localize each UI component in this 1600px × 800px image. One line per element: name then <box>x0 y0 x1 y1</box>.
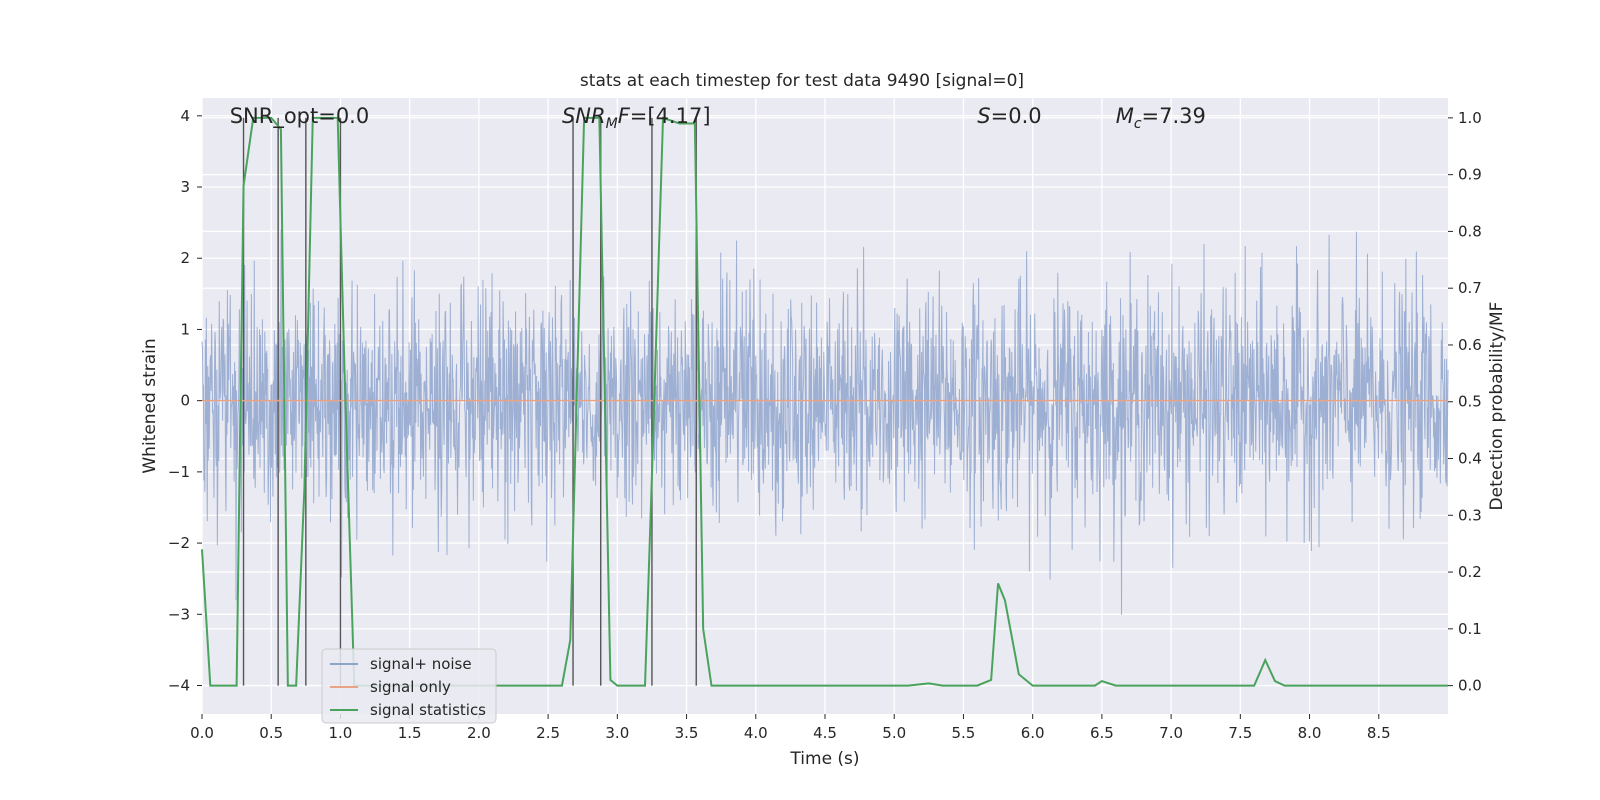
y2-tick-label: 0.7 <box>1458 279 1482 297</box>
x-tick-label: 5.5 <box>952 724 976 742</box>
x-tick-label: 6.5 <box>1090 724 1114 742</box>
y-tick-label: 3 <box>180 178 190 196</box>
annotation: S=0.0 <box>977 104 1041 128</box>
y2-tick-label: 0.2 <box>1458 563 1482 581</box>
y2-tick-label: 0.3 <box>1458 506 1482 524</box>
y2-axis-label: Detection probability/MF <box>1487 302 1507 511</box>
x-tick-label: 2.5 <box>536 724 560 742</box>
y2-tick-label: 0.4 <box>1458 450 1482 468</box>
x-tick-label: 7.0 <box>1159 724 1183 742</box>
series-signal-plus-noise <box>201 229 1449 615</box>
legend: signal+ noise signal only signal statistic… <box>321 648 497 724</box>
chart-title: stats at each timestep for test data 949… <box>580 71 1024 91</box>
y-tick-label: −3 <box>168 605 190 623</box>
y2-tick-label: 0.6 <box>1458 336 1482 354</box>
y2-tick-label: 0.8 <box>1458 222 1482 240</box>
series-lines <box>201 116 1448 687</box>
x-tick-label: 8.5 <box>1367 724 1391 742</box>
y-tick-label: −4 <box>168 677 190 695</box>
annotation: SNR_opt=0.0 <box>230 104 370 129</box>
y2-tick-label: 0.0 <box>1458 677 1482 695</box>
x-tick-label: 3.0 <box>605 724 629 742</box>
x-tick-label: 3.5 <box>675 724 699 742</box>
x-tick-label: 1.5 <box>398 724 422 742</box>
y-tick-label: 4 <box>180 107 190 125</box>
legend-entry: signal statistics <box>370 701 486 719</box>
annotation: Mc=7.39 <box>1116 104 1206 132</box>
x-tick-label: 4.5 <box>813 724 837 742</box>
x-tick-label: 7.5 <box>1228 724 1252 742</box>
noise-line <box>201 229 1449 615</box>
x-tick-label: 0.0 <box>190 724 214 742</box>
y-tick-label: −1 <box>168 463 190 481</box>
y-tick-label: 1 <box>180 320 190 338</box>
x-tick-label: 6.0 <box>1021 724 1045 742</box>
y-tick-label: 2 <box>180 249 190 267</box>
y2-tick-label: 1.0 <box>1458 109 1482 127</box>
x-tick-label: 8.0 <box>1298 724 1322 742</box>
x-tick-label: 4.0 <box>744 724 768 742</box>
x-tick-label: 0.5 <box>259 724 283 742</box>
y-axis-label: Whitened strain <box>140 338 160 473</box>
annotations: SNR_opt=0.0 SNRMF=[4.17] S=0.0 Mc=7.39 <box>230 104 1206 132</box>
y2-tick-label: 0.9 <box>1458 166 1482 184</box>
y2-tick-label: 0.5 <box>1458 393 1482 411</box>
y-tick-label: −2 <box>168 534 190 552</box>
x-tick-label: 5.0 <box>882 724 906 742</box>
ticks: 0.0 0.5 1.0 1.5 2.0 2.5 3.0 3.5 4.0 4.5 5.0 5.5 6.0 6… <box>168 107 1482 742</box>
x-tick-label: 1.0 <box>329 724 353 742</box>
annotation: SNRMF=[4.17] <box>562 104 711 132</box>
legend-entry: signal+ noise <box>370 655 472 673</box>
legend-box <box>321 648 497 724</box>
series-line-signal-statistics <box>201 116 1448 687</box>
y2-tick-label: 0.1 <box>1458 620 1482 638</box>
y-tick-label: 0 <box>180 392 190 410</box>
legend-entry: signal only <box>370 678 451 696</box>
x-axis-label: Time (s) <box>789 749 859 769</box>
x-tick-label: 2.0 <box>467 724 491 742</box>
